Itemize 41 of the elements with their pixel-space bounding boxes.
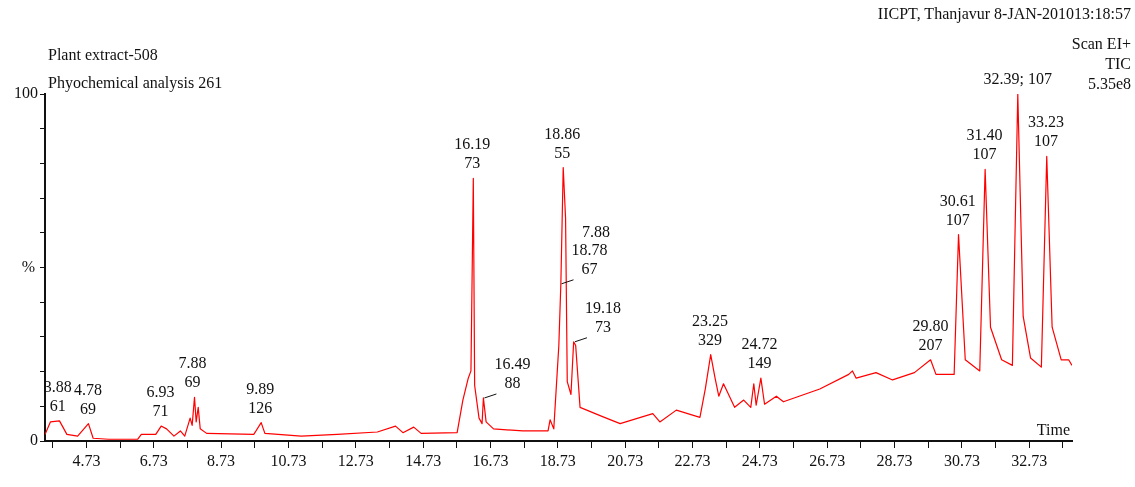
annotation: 3.88 61 — [43, 377, 72, 414]
x-tick-label: 20.73 — [607, 451, 644, 469]
x-tick-label: 12.73 — [337, 451, 374, 469]
annotation: 6.93 71 — [146, 383, 175, 420]
annotation: 18.78 67 — [571, 240, 608, 277]
x-tick-label: 30.73 — [943, 451, 980, 469]
x-tick-label: 22.73 — [674, 451, 711, 469]
x-tick-label: 6.73 — [139, 451, 168, 469]
x-tick-label: 4.73 — [72, 451, 101, 469]
text: IICPT, Thanjavur 8-JAN-201013:18:57 — [877, 4, 1131, 24]
annotation: 16.49 88 — [494, 354, 531, 391]
chart-subtitle: Phyochemical analysis 261 — [48, 73, 223, 93]
annotation: 18.86 55 — [544, 124, 581, 161]
annotation: 29.80 207 — [912, 316, 949, 353]
x-tick-label: 10.73 — [270, 451, 307, 469]
x-tick-label: 16.73 — [472, 451, 509, 469]
x-tick-label: 18.73 — [539, 451, 576, 469]
annotation: 9.89 126 — [246, 379, 275, 416]
annotation: 33.23 107 — [1028, 113, 1065, 150]
annotation: 4.78 69 — [74, 380, 103, 417]
chart-title: Plant extract-508 — [48, 45, 158, 65]
y-tick-label: 100 — [14, 84, 38, 102]
annotation: 32.39; 107 — [983, 70, 1053, 87]
annotation: 7.88 — [582, 222, 610, 242]
annotation: 16.19 73 — [454, 135, 491, 172]
y-axis-title: % — [21, 257, 35, 275]
x-tick-label: 8.73 — [207, 451, 236, 469]
x-tick-label: 14.73 — [405, 451, 442, 469]
annotation: 24.72 149 — [741, 335, 778, 372]
annotation: 30.61 107 — [939, 191, 976, 228]
x-tick-label: 24.73 — [741, 451, 778, 469]
x-axis-title: Time — [1036, 421, 1070, 438]
annotation: 23.25 329 — [692, 311, 729, 348]
x-tick-label: 28.73 — [876, 451, 913, 469]
y-tick-label: 0 — [30, 431, 38, 449]
annotation: 19.18 73 — [584, 298, 621, 335]
annotation: 7.88 69 — [178, 354, 207, 391]
x-tick-label: 26.73 — [809, 451, 846, 469]
text: Scan EI+ TIC 5.35e8 — [1071, 34, 1131, 94]
x-tick-label: 32.73 — [1011, 451, 1048, 469]
annotation: 31.40 107 — [966, 126, 1003, 163]
